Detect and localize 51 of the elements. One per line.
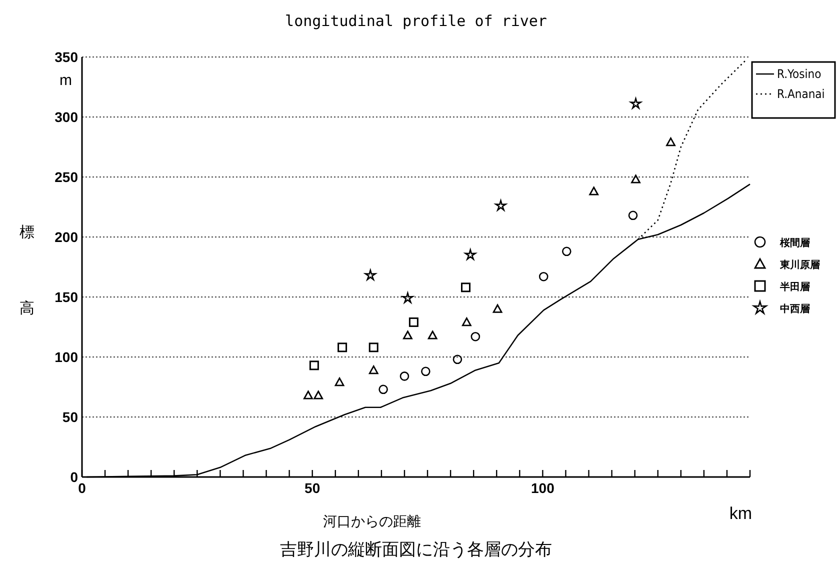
point <box>309 360 319 370</box>
point <box>314 390 324 400</box>
legend-label: R.Yosino <box>777 67 822 81</box>
point <box>403 330 412 340</box>
y-tick-label: 0 <box>70 469 78 485</box>
y-tick-label: 50 <box>62 409 78 425</box>
point <box>464 249 476 260</box>
point <box>562 246 572 256</box>
point <box>538 272 548 282</box>
point <box>428 330 438 340</box>
point <box>492 304 502 313</box>
point <box>400 372 410 381</box>
point <box>631 174 640 184</box>
point <box>495 200 506 211</box>
point <box>470 332 480 342</box>
x-axis-title: 河口からの距離 <box>323 513 421 529</box>
chart-title: longitudinal profile of river <box>285 12 547 30</box>
point <box>378 384 388 394</box>
y-tick-label: 150 <box>54 289 78 305</box>
y-axis-title: 標高 <box>18 212 36 362</box>
point <box>304 390 313 400</box>
point <box>461 282 471 292</box>
point <box>364 270 376 280</box>
point <box>462 318 472 326</box>
y-tick-label: 350 <box>54 49 78 65</box>
point <box>402 292 414 304</box>
point <box>334 378 344 386</box>
point <box>589 186 599 196</box>
point <box>628 210 638 220</box>
point <box>630 98 642 109</box>
x-tick-label: 100 <box>531 480 555 496</box>
y-tick-label: 300 <box>54 109 78 125</box>
point <box>408 317 418 327</box>
point <box>421 366 430 376</box>
x-tick-label: 50 <box>304 480 320 496</box>
text: km <box>729 504 752 523</box>
text: 吉野川の縦断面図に沿う各層の分布 <box>280 540 552 559</box>
legend-label: 桜間層 <box>779 237 810 249</box>
legend-label: 中西層 <box>780 303 810 315</box>
legend-label: 半田層 <box>779 281 810 293</box>
legend-label: 東川原層 <box>779 259 820 271</box>
y-tick-label: 200 <box>54 229 78 245</box>
y-tick-label: 250 <box>54 169 78 185</box>
point <box>368 366 378 374</box>
text: m <box>60 72 72 89</box>
legend-label: R.Ananai <box>777 87 825 101</box>
point <box>368 342 378 352</box>
point <box>452 354 462 364</box>
point <box>338 342 348 352</box>
point <box>666 138 676 146</box>
y-tick-label: 100 <box>54 349 78 365</box>
